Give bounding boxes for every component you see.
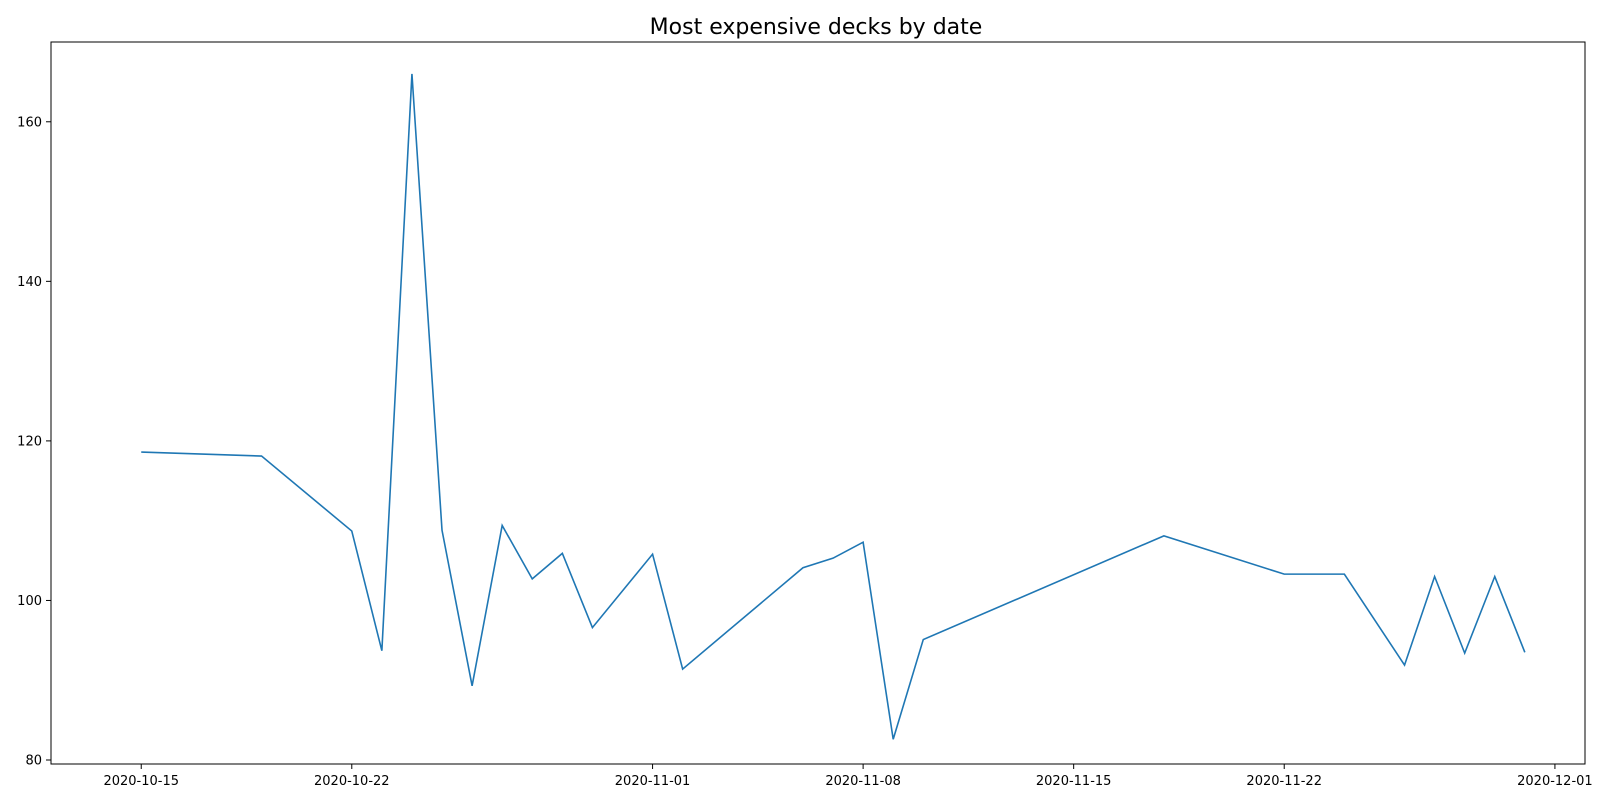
plot-frame [50, 41, 1586, 765]
y-tick-label: 80 [25, 754, 42, 769]
x-tick-label: 2020-10-22 [314, 774, 390, 789]
series-layer [141, 73, 1526, 740]
y-tick-label: 160 [17, 115, 42, 130]
chart-title: Most expensive decks by date [650, 15, 983, 40]
y-tick-label: 100 [17, 594, 42, 609]
y-axis: 80 100 120 140 160 [17, 115, 51, 769]
y-tick-label: 120 [17, 434, 42, 449]
x-tick-label: 2020-10-15 [103, 774, 179, 789]
y-tick-label: 140 [17, 275, 42, 290]
series-line [141, 73, 1526, 740]
x-axis: 2020-10-15 2020-10-22 2020-11-01 2020-11-08… [103, 764, 1593, 789]
x-tick-label: 2020-11-01 [615, 774, 691, 789]
x-tick-label: 2020-12-01 [1517, 774, 1593, 789]
x-tick-label: 2020-11-08 [825, 774, 901, 789]
x-tick-label: 2020-11-15 [1036, 774, 1112, 789]
x-tick-label: 2020-11-22 [1246, 774, 1322, 789]
